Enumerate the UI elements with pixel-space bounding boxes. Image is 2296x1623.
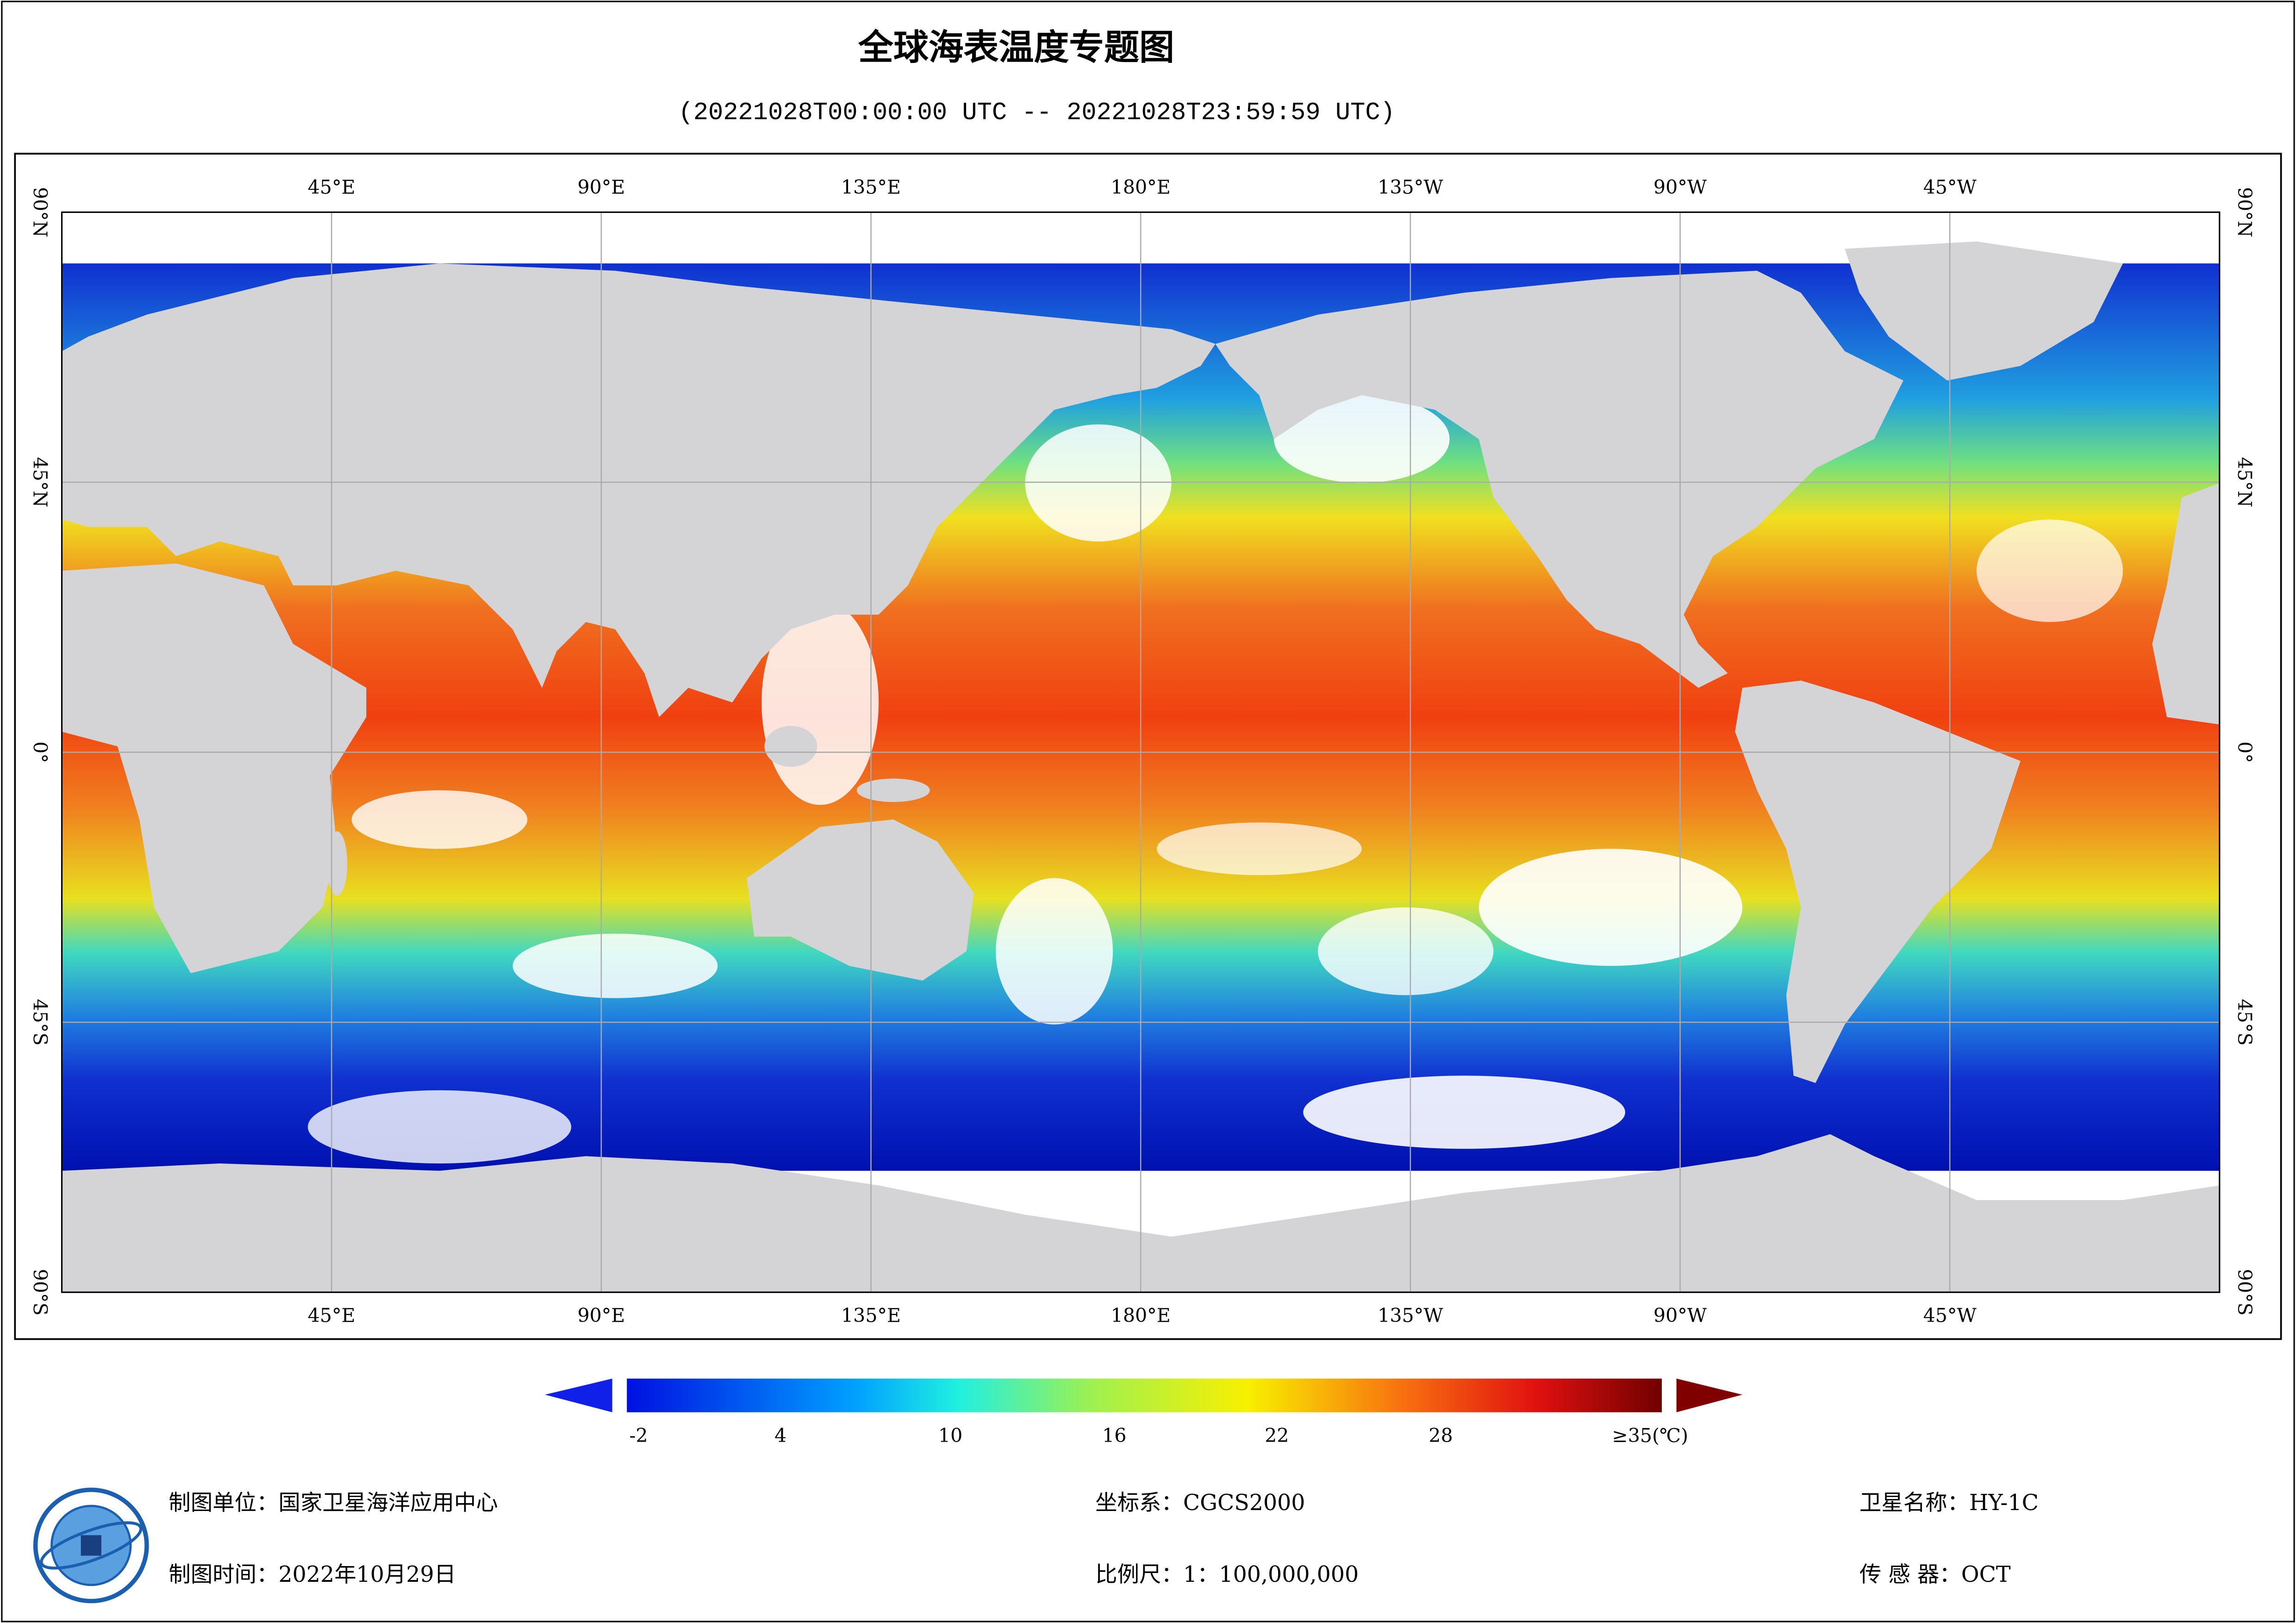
subtitle: (20221028T00:00:00 UTC -- 20221028T23:59…	[679, 99, 1395, 127]
colorbar-label: 28	[1429, 1424, 1453, 1447]
map-body	[61, 211, 2221, 1293]
lon-label-bottom: 45°W	[1923, 1305, 1977, 1327]
borneo	[764, 726, 817, 767]
footer-date: 制图时间：2022年10月29日	[168, 1562, 456, 1587]
lat-label-left: 45°S	[29, 999, 51, 1045]
lat-label-right: 90°N	[2234, 187, 2256, 237]
lon-label-top: 135°E	[841, 176, 901, 198]
graticule	[62, 212, 2220, 1293]
south-america	[1735, 680, 2021, 1083]
europe-africa-west	[2152, 483, 2220, 725]
madagascar	[326, 831, 348, 896]
colorbar	[545, 1378, 1742, 1412]
lon-label-top: 90°E	[577, 176, 625, 198]
lat-label-left: 90°S	[29, 1269, 51, 1316]
new-guinea	[856, 778, 930, 802]
eurasia	[62, 263, 1216, 717]
colorbar-label: 4	[774, 1424, 786, 1447]
lon-label-bottom: 90°W	[1653, 1305, 1707, 1327]
lat-label-right: 90°S	[2234, 1269, 2256, 1316]
colorbar-ramp	[627, 1378, 1662, 1412]
lon-label-bottom: 135°E	[841, 1305, 901, 1327]
footer-crs: 坐标系：CGCS2000	[1095, 1490, 1305, 1516]
lon-label-top: 45°E	[308, 176, 356, 198]
lat-label-right: 45°S	[2234, 999, 2256, 1045]
lat-label-left: 0°	[29, 741, 51, 763]
lat-label-right: 0°	[2234, 741, 2256, 763]
lon-label-top: 135°W	[1378, 176, 1443, 198]
colorbar-label: 16	[1102, 1424, 1126, 1447]
colorbar-label: -2	[629, 1424, 648, 1447]
colorbar-label: 10	[938, 1424, 962, 1447]
australia	[747, 819, 974, 981]
colorbar-high-arrow	[1676, 1378, 1742, 1412]
map-inner-frame	[61, 211, 2221, 1293]
lon-label-top: 45°W	[1923, 176, 1977, 198]
colorbar-low-arrow	[545, 1378, 612, 1412]
footer-unit: 制图单位：国家卫星海洋应用中心	[168, 1490, 498, 1516]
footer-satellite: 卫星名称：HY-1C	[1859, 1490, 2039, 1516]
lon-label-bottom: 180°E	[1111, 1305, 1171, 1327]
coordinate-labels: 45°E 45°E 90°E 90°E 135°E 135°E 180°E 180°E 135°…	[29, 176, 2255, 1326]
lon-label-top: 180°E	[1111, 176, 1171, 198]
lat-label-left: 45°N	[29, 457, 51, 508]
logo	[33, 1487, 149, 1604]
lon-label-top: 90°W	[1653, 176, 1707, 198]
map-frame	[14, 153, 2282, 1340]
footer-scale: 比例尺：1：100,000,000	[1095, 1562, 1359, 1587]
africa	[62, 563, 367, 973]
north-america	[1215, 271, 1903, 688]
lat-label-right: 45°N	[2234, 457, 2256, 508]
lon-label-bottom: 90°E	[577, 1305, 625, 1327]
colorbar-label: ≥35(℃)	[1612, 1424, 1688, 1447]
footer-sensor: 传 感 器：OCT	[1859, 1562, 2011, 1587]
lon-label-bottom: 45°E	[308, 1305, 356, 1327]
title: 全球海表温度专题图	[858, 27, 1174, 68]
colorbar-labels: -2 4 10 16 22 28 ≥35(℃)	[629, 1424, 1688, 1447]
lon-label-bottom: 135°W	[1378, 1305, 1443, 1327]
greenland	[1845, 241, 2123, 381]
colorbar-label: 22	[1265, 1424, 1289, 1447]
lat-label-left: 90°N	[29, 187, 51, 237]
